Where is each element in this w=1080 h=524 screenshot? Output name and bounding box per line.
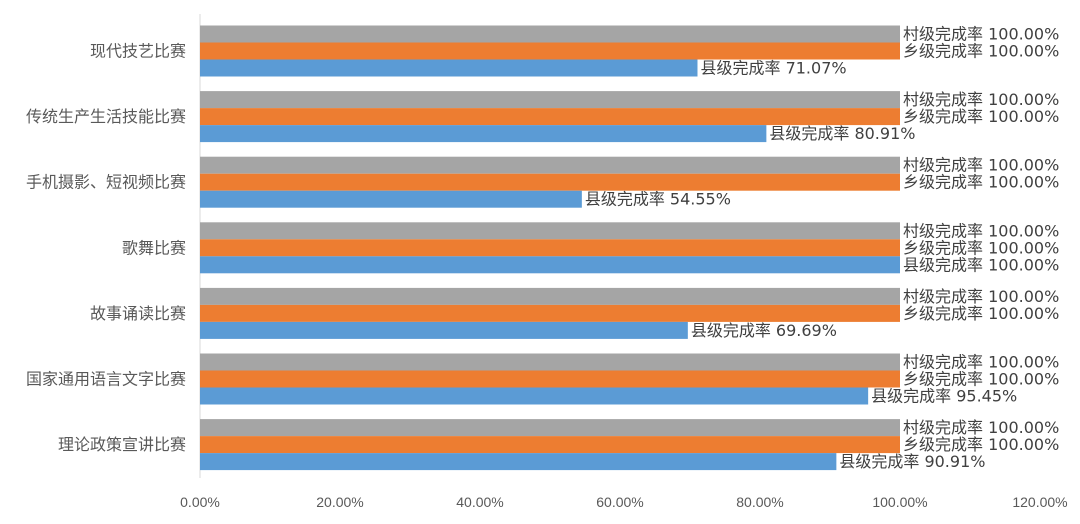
bar [200, 453, 837, 471]
data-label: 县级完成率 90.91% [839, 452, 985, 471]
data-label: 村级完成率 100.00% [903, 418, 1059, 437]
x-tick-label: 100.00% [872, 494, 927, 510]
bar [200, 25, 900, 43]
bar [200, 42, 900, 60]
bar [200, 125, 767, 143]
data-label: 县级完成率 69.69% [691, 321, 837, 340]
bar [200, 59, 698, 77]
data-label: 县级完成率 71.07% [700, 59, 846, 78]
x-tick-label: 120.00% [1012, 494, 1067, 510]
x-tick-label: 40.00% [456, 494, 503, 510]
category-label: 现代技艺比赛 [90, 42, 186, 61]
category-label: 理论政策宣讲比赛 [58, 435, 186, 454]
data-label: 县级完成率 100.00% [903, 255, 1059, 274]
x-tick-label: 0.00% [180, 494, 220, 510]
bar [200, 190, 582, 208]
bar [200, 304, 900, 322]
bar [200, 156, 900, 174]
bar [200, 108, 900, 126]
bar [200, 321, 688, 339]
data-label: 乡级完成率 100.00% [903, 370, 1059, 389]
bar [200, 173, 900, 191]
bar [200, 370, 900, 388]
category-label: 歌舞比赛 [122, 238, 186, 257]
data-label: 村级完成率 100.00% [903, 25, 1059, 44]
bar [200, 353, 900, 371]
data-label: 村级完成率 100.00% [903, 353, 1059, 372]
bar [200, 239, 900, 257]
x-tick-label: 20.00% [316, 494, 363, 510]
bar [200, 256, 900, 274]
bar [200, 419, 900, 437]
data-label: 县级完成率 54.55% [585, 190, 731, 209]
bar [200, 287, 900, 305]
category-label: 传统生产生活技能比赛 [26, 107, 186, 126]
data-label: 乡级完成率 100.00% [903, 435, 1059, 454]
bar [200, 222, 900, 240]
data-label: 乡级完成率 100.00% [903, 42, 1059, 61]
data-label: 村级完成率 100.00% [903, 287, 1059, 306]
x-tick-label: 80.00% [736, 494, 783, 510]
bar [200, 436, 900, 454]
data-label: 乡级完成率 100.00% [903, 107, 1059, 126]
category-label: 国家通用语言文字比赛 [26, 370, 186, 389]
data-label: 乡级完成率 100.00% [903, 304, 1059, 323]
bar [200, 387, 869, 405]
data-label: 村级完成率 100.00% [903, 156, 1059, 175]
bar [200, 91, 900, 109]
data-label: 乡级完成率 100.00% [903, 238, 1059, 257]
data-label: 乡级完成率 100.00% [903, 173, 1059, 192]
category-label: 手机摄影、短视频比赛 [26, 173, 186, 192]
data-label: 村级完成率 100.00% [903, 221, 1059, 240]
data-label: 村级完成率 100.00% [903, 90, 1059, 109]
data-label: 县级完成率 80.91% [769, 124, 915, 143]
category-label: 故事诵读比赛 [90, 304, 186, 323]
data-label: 县级完成率 95.45% [871, 387, 1017, 406]
x-tick-label: 60.00% [596, 494, 643, 510]
